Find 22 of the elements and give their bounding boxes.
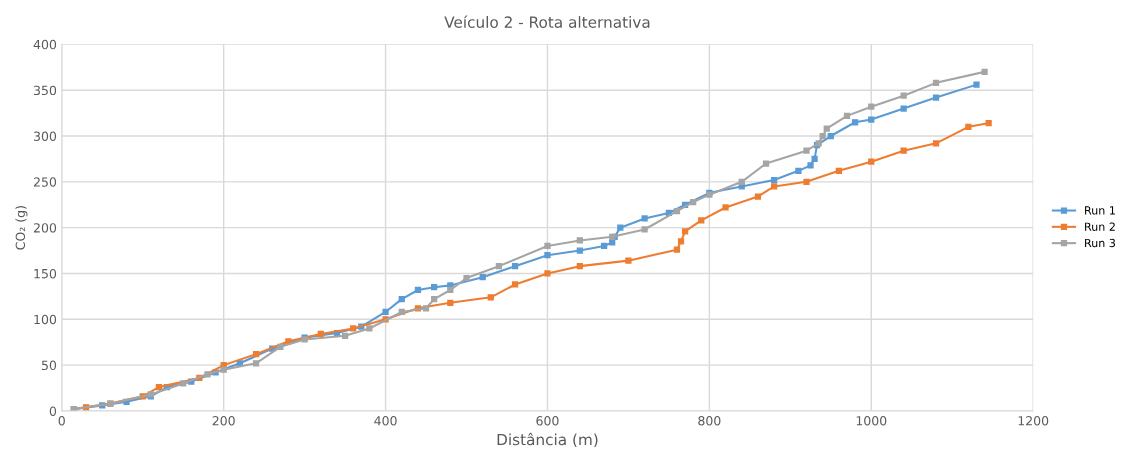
y-tick-label: 150 [34,268,57,279]
y-axis-title: CO₂ (g) [15,206,28,250]
x-tick-label: 600 [536,416,559,426]
x-tick-label: 400 [374,416,397,426]
x-tick-label: 1000 [856,416,887,426]
y-tick-label: 50 [41,360,57,371]
y-tick-label: 200 [33,223,57,233]
x-tick-label: 0 [58,416,65,426]
x-axis-title: Distância (m) [497,432,598,448]
legend-label: Run 2 [1085,222,1115,231]
x-tick-label: 200 [212,416,235,426]
legend-label: Run 3 [1085,238,1115,248]
y-tick-label: 400 [33,39,57,50]
y-tick-label: 300 [34,131,57,141]
chart-title: Veículo 2 - Rota alternativa [444,15,650,28]
legend-label: Run 1 [1085,206,1115,215]
y-tick-label: 350 [34,85,57,96]
y-tick-label: 100 [34,314,57,325]
x-tick-label: 800 [698,416,721,426]
y-tick-label: 0 [49,406,57,416]
y-tick-label: 250 [33,177,57,187]
x-tick-label: 1200 [1018,416,1049,426]
